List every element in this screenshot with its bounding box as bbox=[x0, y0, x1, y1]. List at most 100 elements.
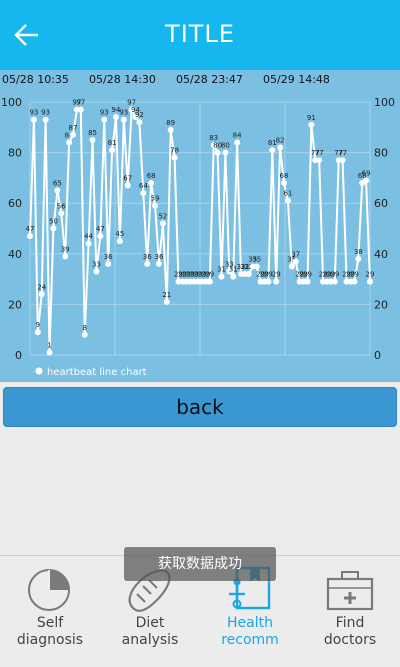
data-label: 29 bbox=[350, 271, 359, 279]
data-point bbox=[42, 116, 49, 123]
data-point bbox=[136, 119, 143, 126]
tab-label: Health recomm bbox=[221, 615, 279, 648]
data-label: 1 bbox=[47, 341, 51, 349]
data-label: 29 bbox=[303, 271, 312, 279]
y-tick-label-left: 100 bbox=[1, 96, 22, 109]
data-label: 29 bbox=[272, 271, 281, 279]
data-point bbox=[46, 349, 53, 356]
data-label: 29 bbox=[319, 271, 328, 279]
data-label: 21 bbox=[162, 291, 171, 299]
data-label: 47 bbox=[96, 225, 105, 233]
data-point bbox=[112, 114, 119, 121]
data-label: 47 bbox=[26, 225, 35, 233]
data-label: 32 bbox=[244, 263, 253, 271]
data-label: 29 bbox=[330, 271, 339, 279]
data-point bbox=[38, 291, 45, 298]
data-label: 77 bbox=[315, 149, 324, 157]
data-point bbox=[132, 114, 139, 121]
data-point bbox=[363, 177, 370, 184]
data-point bbox=[34, 329, 41, 336]
tab-label: Self diagnosis bbox=[16, 615, 84, 648]
data-point bbox=[58, 210, 65, 217]
data-label: 77 bbox=[311, 149, 320, 157]
data-label: 85 bbox=[88, 129, 97, 137]
data-point bbox=[218, 273, 225, 280]
data-label: 29 bbox=[295, 271, 304, 279]
tab-find-doctors[interactable]: Find doctors bbox=[300, 556, 400, 667]
data-point bbox=[163, 298, 170, 305]
data-label: 80 bbox=[213, 142, 222, 150]
data-label: 29 bbox=[178, 271, 187, 279]
data-point bbox=[101, 116, 108, 123]
data-label: 29 bbox=[197, 271, 206, 279]
data-point bbox=[316, 157, 323, 164]
toast-message: 获取数据成功 bbox=[124, 547, 276, 581]
data-point bbox=[81, 331, 88, 338]
data-point bbox=[281, 179, 288, 186]
data-label: 29 bbox=[366, 271, 375, 279]
data-point bbox=[155, 260, 162, 267]
data-label: 29 bbox=[260, 271, 269, 279]
data-point bbox=[253, 263, 260, 270]
data-point bbox=[148, 179, 155, 186]
data-label: 31 bbox=[229, 266, 238, 274]
data-point bbox=[230, 273, 237, 280]
data-point bbox=[214, 149, 221, 156]
data-label: 81 bbox=[268, 139, 277, 147]
data-label: 29 bbox=[205, 271, 214, 279]
data-label: 93 bbox=[119, 109, 128, 117]
data-point bbox=[116, 238, 123, 245]
data-label: 29 bbox=[342, 271, 351, 279]
data-point bbox=[308, 121, 315, 128]
data-point bbox=[355, 255, 362, 262]
data-label: 68 bbox=[147, 172, 156, 180]
data-point bbox=[140, 190, 147, 197]
data-point bbox=[66, 139, 73, 146]
data-label: 64 bbox=[139, 182, 148, 190]
data-point bbox=[234, 139, 241, 146]
data-label: 32 bbox=[237, 263, 246, 271]
data-label: 24 bbox=[37, 283, 46, 291]
back-button[interactable]: back bbox=[3, 387, 397, 427]
data-point bbox=[367, 278, 373, 285]
data-label: 93 bbox=[41, 109, 50, 117]
data-label: 29 bbox=[186, 271, 195, 279]
data-point bbox=[27, 233, 33, 240]
data-point bbox=[292, 258, 299, 265]
data-label: 38 bbox=[354, 248, 363, 256]
data-label: 29 bbox=[194, 271, 203, 279]
data-label: 50 bbox=[49, 218, 58, 226]
data-point bbox=[210, 142, 217, 149]
tab-health-recommendations[interactable]: Health recomm bbox=[200, 556, 300, 667]
data-label: 56 bbox=[57, 202, 66, 210]
data-point bbox=[85, 240, 92, 247]
medical-kit-icon bbox=[326, 571, 374, 611]
data-point bbox=[30, 116, 37, 123]
y-tick-label-right: 100 bbox=[374, 96, 395, 109]
data-label: 68 bbox=[280, 172, 289, 180]
data-label: 59 bbox=[151, 195, 160, 203]
tab-diet-analysis[interactable]: Diet analysis bbox=[100, 556, 200, 667]
tab-self-diagnosis[interactable]: Self diagnosis bbox=[0, 556, 100, 667]
data-label: 94 bbox=[131, 106, 140, 114]
data-label: 67 bbox=[123, 174, 132, 182]
data-point bbox=[273, 278, 280, 285]
data-label: 87 bbox=[69, 124, 78, 132]
data-point bbox=[339, 157, 346, 164]
data-point bbox=[288, 263, 295, 270]
data-point bbox=[128, 106, 135, 113]
data-label: 97 bbox=[76, 99, 85, 107]
y-tick-label-right: 40 bbox=[374, 248, 388, 261]
x-tick-label: 05/29 14:48 bbox=[263, 73, 330, 86]
data-label: 94 bbox=[112, 106, 121, 114]
data-point bbox=[89, 136, 96, 143]
data-label: 78 bbox=[170, 147, 179, 155]
arrow-left-icon[interactable] bbox=[12, 20, 42, 50]
data-label: 84 bbox=[65, 131, 74, 139]
data-label: 84 bbox=[233, 131, 242, 139]
data-point bbox=[265, 278, 272, 285]
data-label: 68 bbox=[358, 172, 367, 180]
data-point bbox=[97, 233, 104, 240]
y-tick-label-left: 40 bbox=[8, 248, 22, 261]
data-point bbox=[54, 187, 61, 194]
